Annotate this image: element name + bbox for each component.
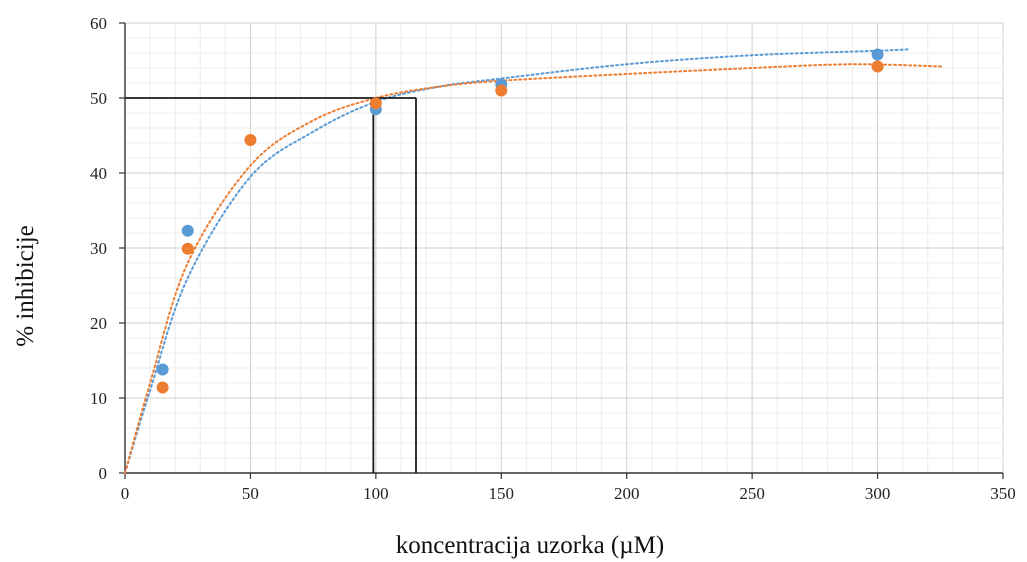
trendline-series-1 — [124, 48, 912, 474]
data-point-series-2 — [369, 97, 382, 110]
y-tick-labels: 0 10 20 30 40 50 60 — [90, 14, 107, 483]
data-point-series-1 — [871, 48, 884, 61]
grid — [124, 22, 1004, 474]
data-point-series-2 — [871, 60, 884, 73]
x-tick-label: 50 — [242, 484, 259, 503]
data-point-series-2 — [156, 381, 169, 394]
y-tick-label: 40 — [90, 164, 107, 183]
data-point-series-2 — [495, 84, 508, 97]
x-tick-labels: 0 50 100 150 200 250 300 350 — [121, 484, 1016, 503]
x-tick-label: 250 — [739, 484, 765, 503]
y-tick-label: 60 — [90, 14, 107, 33]
x-tick-label: 150 — [489, 484, 515, 503]
reference-lines — [125, 97, 417, 473]
trendlines — [124, 48, 944, 474]
x-tick-label: 350 — [990, 484, 1016, 503]
x-tick-label: 100 — [363, 484, 389, 503]
y-tick-label: 30 — [90, 239, 107, 258]
y-tick-label: 50 — [90, 89, 107, 108]
x-tick-label: 0 — [121, 484, 130, 503]
y-tick-label: 10 — [90, 389, 107, 408]
y-tick-label: 0 — [99, 464, 108, 483]
data-points — [156, 48, 884, 394]
x-tick-label: 300 — [865, 484, 891, 503]
y-tick-label: 20 — [90, 314, 107, 333]
data-point-series-1 — [156, 363, 169, 376]
x-axis-title: koncentracija uzorka (µM) — [396, 532, 664, 559]
axes — [119, 22, 1004, 479]
y-axis-title: % inhibicije — [12, 225, 39, 347]
x-tick-label: 200 — [614, 484, 640, 503]
data-point-series-2 — [181, 242, 194, 255]
trendline-series-2 — [124, 63, 944, 474]
data-point-series-1 — [181, 224, 194, 237]
data-point-series-2 — [244, 134, 257, 146]
